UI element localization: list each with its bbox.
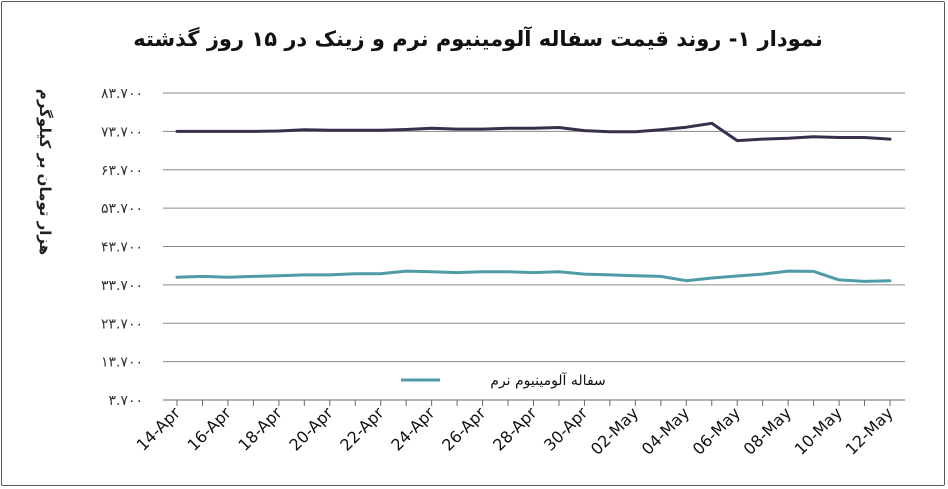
gridlines <box>163 92 905 363</box>
y-tick-label: ۴۳.۷۰۰ <box>101 240 143 256</box>
legend-label-aluminium: سفاله آلومینیوم نرم <box>490 372 606 389</box>
y-tick-label: ۱۳.۷۰۰ <box>101 355 143 371</box>
series-line-1 <box>175 121 892 143</box>
x-tick-label: 28-Apr <box>489 403 541 455</box>
x-tick-label: 16-Apr <box>184 403 236 455</box>
y-axis-ticks: ۳.۷۰۰ ۱۳.۷۰۰ ۲۳.۷۰۰ ۳۳.۷۰۰ ۴۳.۷۰۰ ۵۳.۷۰۰ ۶۳.۷۰… <box>101 86 143 409</box>
x-tick-label: 06-May <box>689 403 744 458</box>
y-tick-label: ۶۳.۷۰۰ <box>101 163 143 179</box>
y-axis-label: هزار تومان بر کیلوگرم <box>36 89 54 255</box>
x-tick-label: 02-May <box>587 403 642 458</box>
x-tick-label: 10-May <box>791 403 846 458</box>
chart-title: نمودار ۱- روند قیمت سفاله آلومینیوم نرم … <box>133 26 823 51</box>
series-lines <box>175 121 892 283</box>
x-tick-label: 26-Apr <box>438 403 490 455</box>
y-tick-label: ۲۳.۷۰۰ <box>101 316 143 332</box>
x-tick-label: 12-May <box>842 403 897 458</box>
y-tick-label: ۳۳.۷۰۰ <box>101 278 143 294</box>
x-tick-label: 30-Apr <box>540 403 592 455</box>
x-tick-label: 20-Apr <box>285 403 337 455</box>
x-tick-label: 08-May <box>740 403 795 458</box>
y-tick-label: ۳.۷۰۰ <box>108 393 143 409</box>
x-tick-label: 22-Apr <box>336 403 388 455</box>
x-tick-label: 24-Apr <box>387 403 439 455</box>
x-tick-label: 14-Apr <box>133 403 185 455</box>
y-tick-label: ۵۳.۷۰۰ <box>101 201 143 217</box>
x-tick-label: 04-May <box>638 403 693 458</box>
series-line-2 <box>175 269 892 283</box>
legend: سفاله آلومینیوم نرم <box>401 372 606 389</box>
x-axis: 14-Apr 16-Apr 18-Apr 20-Apr 22-Apr 24-Apr 26-A… <box>133 399 905 459</box>
y-tick-label: ۸۳.۷۰۰ <box>101 86 143 102</box>
y-tick-label: ۷۳.۷۰۰ <box>101 124 143 140</box>
x-tick-label: 18-Apr <box>234 403 286 455</box>
